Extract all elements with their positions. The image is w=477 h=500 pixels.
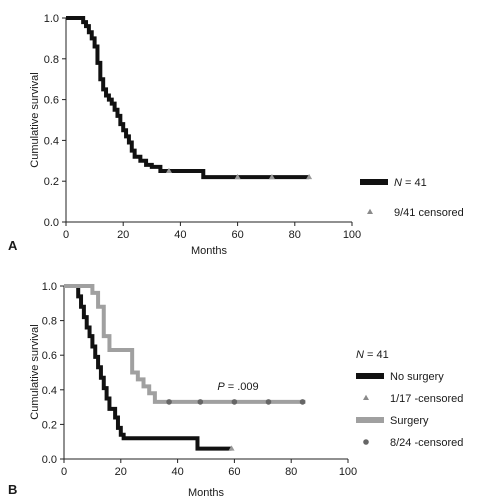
panel-a-overall-survival-curve xyxy=(66,16,310,180)
panel-a-x-tick-label: 100 xyxy=(343,229,361,241)
panel-b-chart: B Cumulative survival Months 0.00.20.40.… xyxy=(8,281,463,499)
panel-b-legend-label: N = 41 xyxy=(356,349,389,361)
panel-b-x-tick-label: 20 xyxy=(115,466,127,478)
panel-a-y-tick-label: 0.0 xyxy=(44,217,59,229)
panel-a-y-tick-label: 0.8 xyxy=(44,54,59,66)
panel-a-censor-marker xyxy=(268,173,275,180)
p-value-annotation: P = .009 xyxy=(217,381,258,393)
panel-a-censor-marker xyxy=(234,173,241,180)
panel-a-censor-marker xyxy=(165,167,172,173)
panel-a-chart: A Cumulative survival Months 0.00.20.40.… xyxy=(8,13,464,257)
panel-b-censor-marker xyxy=(197,399,204,405)
panel-b-legend-label: 1/17 -censored xyxy=(390,393,463,405)
panel-a-legend-label: N = 41 xyxy=(394,177,427,189)
panel-b-x-tick-label: 100 xyxy=(339,466,357,478)
panel-b-x-axis-label: Months xyxy=(188,487,225,499)
panel-a-y-ticks: 0.0 0.2 0.4 0.6 0.8 1.0 xyxy=(44,13,66,229)
panel-b-x-tick-label: 60 xyxy=(228,466,240,478)
panel-b-y-tick-label: 0.4 xyxy=(42,385,57,397)
panel-b-legend-label: No surgery xyxy=(390,371,444,383)
panel-b-legend-label: Surgery xyxy=(390,415,429,427)
panel-a-y-tick-label: 0.2 xyxy=(44,176,59,188)
panel-b-x-ticks: 0 20 40 60 80 100 xyxy=(61,459,357,478)
panel-b-legend-n-value: = 41 xyxy=(364,349,389,361)
panel-a-x-tick-label: 80 xyxy=(289,229,301,241)
panel-a-y-tick-label: 1.0 xyxy=(44,13,59,25)
panel-b-censor-marker xyxy=(231,399,238,405)
panel-a-x-tick-label: 0 xyxy=(63,229,69,241)
panel-a-x-ticks: 0 20 40 60 80 100 xyxy=(63,222,361,241)
panel-a-legend-n-symbol: N xyxy=(394,177,402,189)
panel-a-legend-triangle-swatch xyxy=(367,208,373,214)
panel-a-plot-area xyxy=(66,16,313,180)
panel-b-y-tick-label: 0.0 xyxy=(42,454,57,466)
panel-a-x-tick-label: 60 xyxy=(231,229,243,241)
panel-a-y-tick-label: 0.4 xyxy=(44,135,59,147)
panel-b-y-axis-label: Cumulative survival xyxy=(29,324,41,419)
panel-b-x-tick-label: 40 xyxy=(171,466,183,478)
panel-b-y-ticks: 0.0 0.2 0.4 0.6 0.8 1.0 xyxy=(42,281,64,466)
panel-b-y-tick-label: 0.8 xyxy=(42,316,57,328)
panel-b-y-tick-label: 1.0 xyxy=(42,281,57,293)
panel-a-y-axis-label: Cumulative survival xyxy=(29,72,41,167)
panel-b-censor-marker xyxy=(299,399,306,405)
panel-a-legend-label: 9/41 censored xyxy=(394,207,464,219)
panel-a-y-tick-label: 0.6 xyxy=(44,95,59,107)
panel-b-no-surgery-survival-curve xyxy=(64,284,232,451)
panel-b-censor-marker xyxy=(265,399,272,405)
panel-b-letter: B xyxy=(8,482,17,497)
panel-b-censor-marker xyxy=(228,445,235,451)
panel-b-legend-triangle-swatch xyxy=(363,394,369,400)
panel-b-y-tick-label: 0.2 xyxy=(42,419,57,431)
p-value-symbol: P xyxy=(217,381,225,393)
panel-a-x-axis-label: Months xyxy=(191,245,228,257)
panel-a-legend: N = 41 9/41 censored xyxy=(360,177,464,219)
panel-b-surgery-survival-curve xyxy=(64,284,306,404)
panel-b-legend-circle-swatch xyxy=(363,439,369,445)
panel-b-x-tick-label: 0 xyxy=(61,466,67,478)
panel-b-legend-label: 8/24 -censored xyxy=(390,437,463,449)
panel-b-censor-marker xyxy=(166,399,172,405)
panel-b-y-tick-label: 0.6 xyxy=(42,350,57,362)
panel-b-legend-n-symbol: N xyxy=(356,349,364,361)
panel-a-x-tick-label: 20 xyxy=(117,229,129,241)
panel-a-legend-n-value: = 41 xyxy=(402,177,427,189)
p-value-text: = .009 xyxy=(225,381,259,393)
panel-a-letter: A xyxy=(8,238,18,253)
panel-b-x-tick-label: 80 xyxy=(285,466,297,478)
panel-a-x-tick-label: 40 xyxy=(174,229,186,241)
panel-a-censor-marker xyxy=(306,173,313,180)
panel-b-plot-area xyxy=(64,284,306,451)
